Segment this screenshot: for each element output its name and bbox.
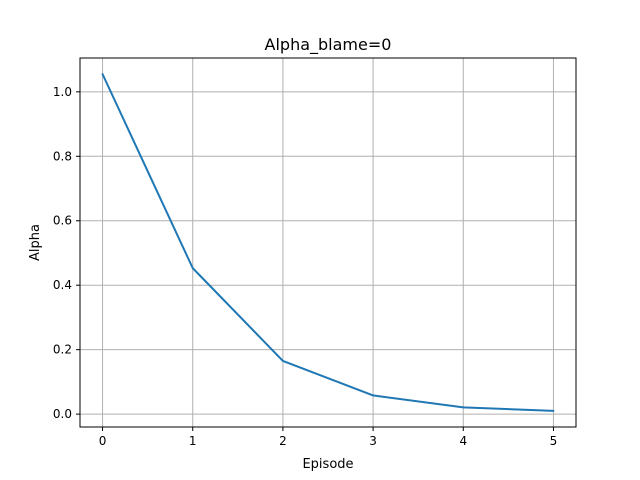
y-tick-label: 0.4 [53, 278, 72, 292]
x-tick-label: 1 [189, 434, 197, 448]
chart-title: Alpha_blame=0 [265, 35, 392, 55]
y-tick-label: 1.0 [53, 85, 72, 99]
plot-frame [79, 57, 577, 428]
y-tick-label: 0.0 [53, 407, 72, 421]
y-tick-label: 0.6 [53, 214, 72, 228]
grid [80, 58, 576, 427]
x-tick-label: 0 [99, 434, 107, 448]
x-tick-label: 2 [279, 434, 287, 448]
y-tick-label: 0.2 [53, 343, 72, 357]
x-tick-label: 4 [459, 434, 467, 448]
y-tick-label: 0.8 [53, 149, 72, 163]
x-tick-label: 3 [369, 434, 377, 448]
series-line [101, 73, 555, 412]
y-axis-ticks: 0.0 0.2 0.4 0.6 0.8 1.0 [53, 85, 80, 421]
series-layer [101, 73, 555, 412]
x-axis-label: Episode [302, 457, 353, 472]
y-axis-label: Alpha [28, 224, 43, 261]
x-tick-label: 5 [550, 434, 558, 448]
x-axis-ticks: 0 1 2 3 4 5 [99, 427, 558, 448]
